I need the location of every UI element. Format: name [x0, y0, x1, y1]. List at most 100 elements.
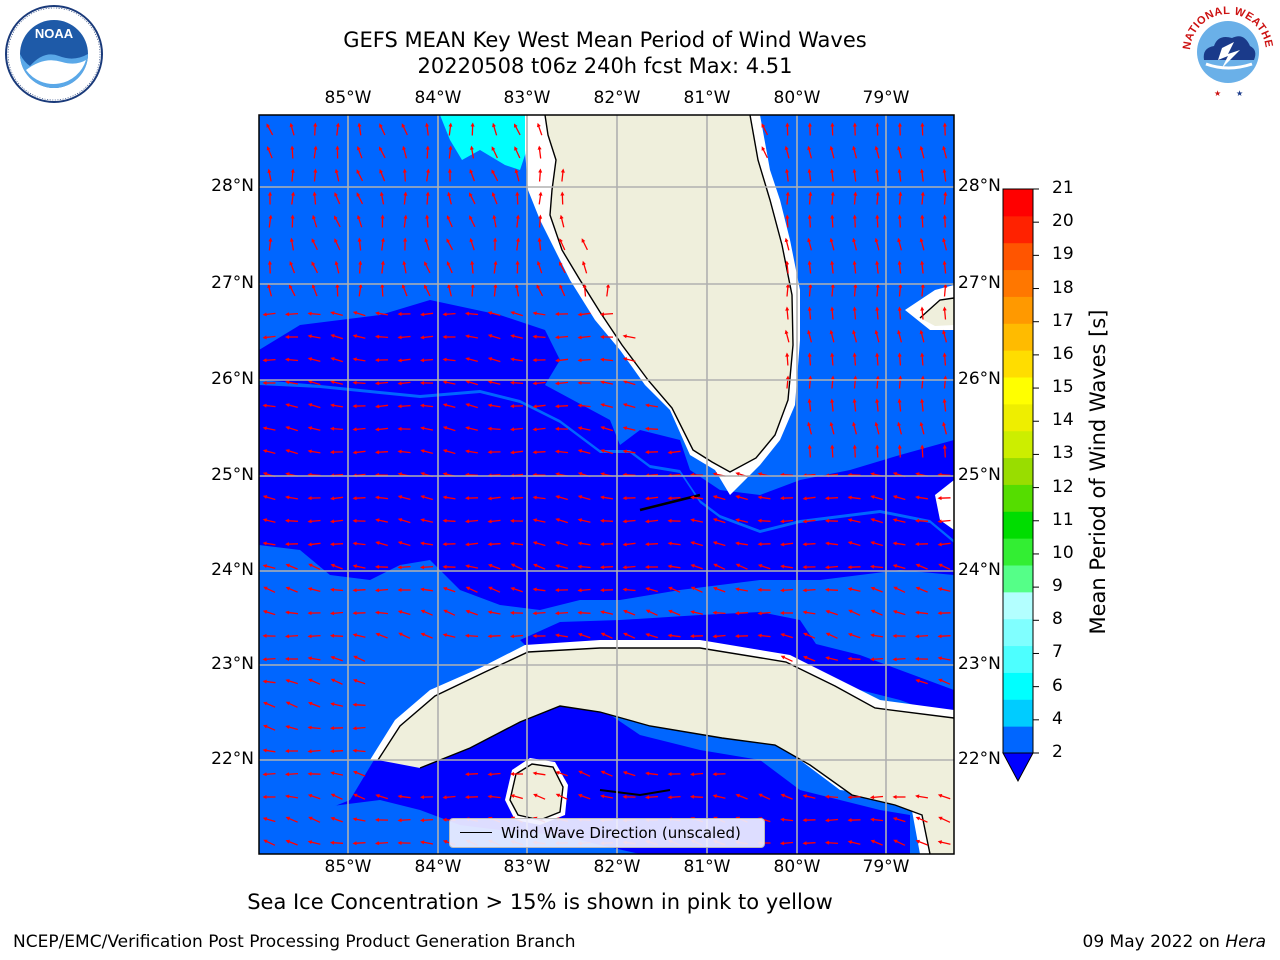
lon-label-bottom: 82°W [593, 857, 641, 877]
wind-wave-arrowhead [487, 403, 492, 408]
isle-of-youth [510, 764, 563, 820]
wind-wave-arrowhead [622, 587, 627, 592]
wind-wave-arrowhead [825, 496, 830, 501]
wind-wave-arrowhead [780, 817, 785, 822]
wind-wave-arrowhead [375, 334, 380, 339]
wind-wave-arrowhead [510, 587, 515, 591]
wind-wave-arrowhead [447, 283, 452, 289]
wind-wave-arrowhead [808, 191, 813, 196]
wind-wave-arrowhead [313, 122, 318, 127]
wind-wave-arrowhead [757, 542, 762, 547]
colorbar [1002, 188, 1039, 783]
wind-wave-arrowhead [375, 311, 380, 316]
lat-label-left: 28°N [211, 176, 254, 196]
wind-wave-arrowhead [852, 260, 857, 265]
wind-wave-arrowhead [510, 518, 515, 523]
wind-wave-arrowhead [465, 357, 470, 361]
wind-wave-arrowhead [307, 587, 313, 591]
wind-wave-arrowhead [870, 518, 875, 522]
wind-wave-arrowhead [442, 449, 448, 453]
lon-label-bottom: 80°W [773, 857, 821, 877]
wind-wave-arrowhead [898, 375, 903, 380]
wind-wave-arrowhead [852, 237, 856, 243]
colorbar-tick-label: 21 [1052, 178, 1074, 198]
wind-wave-arrowhead [577, 541, 582, 546]
wind-wave-arrowhead [311, 261, 316, 266]
sea-ice-note: Sea Ice Concentration > 15% is shown in … [247, 890, 833, 914]
wind-wave-arrowhead [919, 145, 924, 151]
wind-wave-arrowhead [397, 841, 402, 845]
wind-wave-arrowhead [487, 357, 493, 361]
lat-label-right: 26°N [958, 369, 1001, 389]
wind-wave-arrowhead [469, 169, 474, 174]
colorbar-tick-label: 16 [1052, 343, 1074, 364]
wind-wave-arrowhead [379, 146, 383, 151]
wind-wave-arrowhead [465, 609, 470, 614]
colorbar-segment [1003, 618, 1033, 647]
wind-wave-arrowhead [645, 587, 650, 591]
colorbar-tick-label: 15 [1052, 377, 1074, 398]
wind-wave-arrowhead [465, 633, 470, 638]
wind-wave-arrowhead [425, 214, 430, 219]
wind-wave-arrowhead [491, 169, 496, 174]
wind-wave-arrowhead [897, 329, 901, 335]
wind-wave-arrowhead [898, 191, 903, 196]
wind-wave-arrowhead [262, 312, 267, 317]
wind-wave-arrowhead [897, 352, 902, 357]
wind-wave-arrowhead [802, 565, 807, 570]
wind-wave-arrowhead [263, 724, 268, 729]
wind-wave-arrowhead [285, 449, 290, 453]
svg-text:★: ★ [1214, 89, 1221, 98]
wind-wave-arrowhead [622, 771, 628, 775]
lat-label-left: 26°N [211, 369, 254, 389]
nws-logo: NATIONAL WEATHER SERVICE ★ ★ [1174, 0, 1278, 106]
wind-wave-arrowhead [262, 748, 267, 753]
wind-wave-arrowhead [290, 214, 295, 219]
wind-wave-arrowhead [600, 794, 605, 799]
wind-wave-arrowhead [308, 563, 313, 568]
wind-wave-arrowhead [330, 426, 335, 431]
wind-wave-arrowhead [262, 358, 267, 363]
wind-wave-arrowhead [712, 541, 718, 545]
wind-wave-arrowhead [285, 725, 290, 729]
wind-wave-arrowhead [829, 421, 834, 427]
wind-wave-arrowhead [267, 283, 272, 289]
wind-wave-arrowhead [510, 450, 515, 455]
wind-wave-arrowhead [515, 260, 520, 265]
wind-wave-arrowhead [358, 283, 363, 288]
lat-label-right: 23°N [958, 654, 1001, 674]
wind-wave-arrowhead [262, 657, 267, 662]
wind-wave-arrowhead [308, 701, 313, 706]
wind-wave-arrowhead [852, 444, 857, 449]
wind-wave-arrowhead [915, 610, 920, 615]
wind-wave-arrowhead [802, 610, 807, 615]
wind-wave-arrowhead [915, 563, 921, 568]
wind-wave-arrowhead [622, 565, 627, 570]
wind-wave-arrowhead [808, 375, 813, 380]
wind-wave-arrowhead [330, 771, 335, 776]
wind-wave-arrowhead [622, 542, 627, 547]
wind-wave-arrowhead [920, 214, 925, 219]
wind-wave-arrowhead [353, 793, 358, 798]
wind-wave-arrowhead [937, 611, 942, 616]
wind-wave-arrowhead [510, 610, 514, 615]
wind-wave-arrowhead [938, 816, 943, 821]
colorbar-tick-label: 4 [1052, 708, 1063, 729]
wind-wave-arrowhead [577, 518, 582, 523]
wind-wave-arrowhead [713, 563, 718, 568]
wind-wave-arrowhead [510, 541, 515, 546]
wind-wave-arrowhead [555, 564, 560, 568]
wind-wave-arrowhead [510, 311, 515, 315]
wind-wave-arrowhead [892, 610, 898, 614]
wind-wave-arrowhead [892, 817, 898, 821]
wind-wave-arrowhead [285, 495, 290, 500]
wind-wave-arrowhead [690, 518, 695, 523]
wind-wave-arrowhead [266, 123, 271, 128]
wind-wave-arrowhead [356, 192, 361, 197]
wind-wave-arrowhead [263, 586, 268, 591]
wind-wave-arrowhead [334, 168, 339, 173]
wind-wave-arrowhead [285, 610, 290, 615]
wind-wave-arrowhead [330, 749, 335, 754]
colorbar-segment [1003, 403, 1033, 432]
wind-wave-arrowhead [920, 375, 925, 380]
